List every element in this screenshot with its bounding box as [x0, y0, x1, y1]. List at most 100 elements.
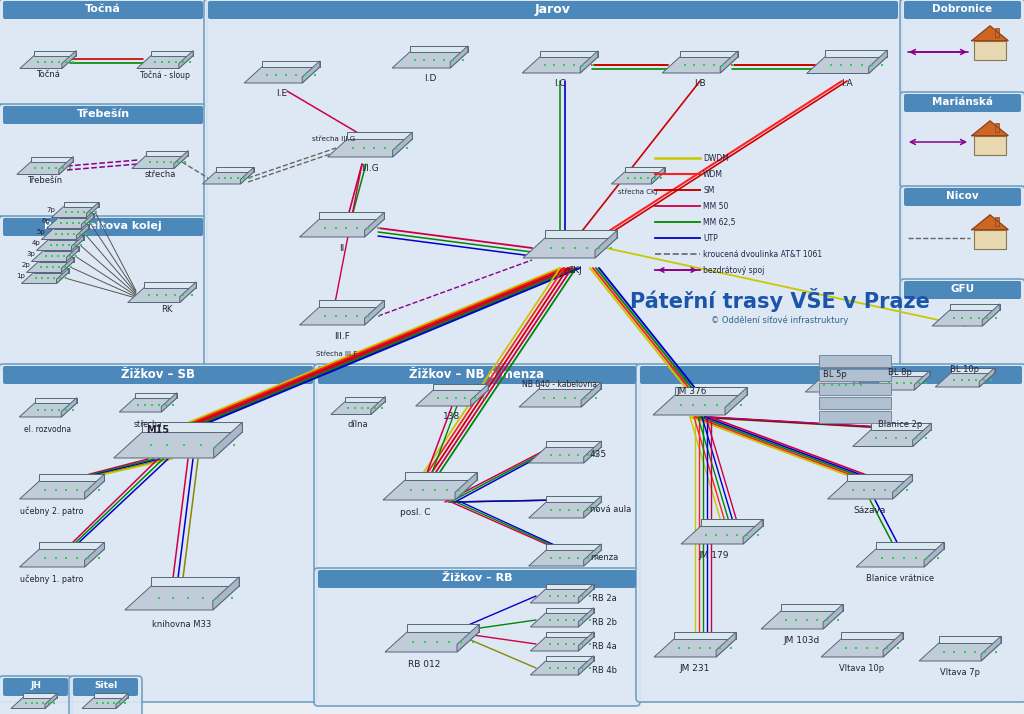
FancyBboxPatch shape	[904, 188, 1021, 206]
Polygon shape	[841, 632, 903, 639]
Polygon shape	[821, 639, 903, 657]
Polygon shape	[932, 310, 999, 326]
Polygon shape	[886, 371, 930, 376]
Text: 7p: 7p	[46, 207, 55, 213]
Polygon shape	[39, 474, 104, 481]
Polygon shape	[179, 51, 194, 69]
Text: střecha: střecha	[134, 420, 163, 429]
Text: SM: SM	[703, 186, 715, 194]
Text: menza: menza	[590, 553, 618, 562]
FancyBboxPatch shape	[636, 364, 1024, 702]
Text: učebny 2. patro: učebny 2. patro	[20, 507, 84, 516]
Polygon shape	[871, 423, 932, 430]
Polygon shape	[300, 219, 384, 237]
Polygon shape	[823, 604, 843, 629]
Polygon shape	[44, 246, 79, 251]
Text: Třebešín: Třebešín	[28, 176, 62, 185]
Polygon shape	[935, 373, 994, 387]
FancyBboxPatch shape	[0, 676, 72, 714]
Text: bezdrátový spoj: bezdrátový spoj	[703, 266, 764, 274]
Text: Rooseveltova kolej: Rooseveltova kolej	[44, 221, 162, 231]
Text: Vltava 10p: Vltava 10p	[840, 664, 885, 673]
Bar	[974, 136, 1006, 155]
FancyBboxPatch shape	[69, 676, 142, 714]
Text: nová aula: nová aula	[590, 505, 631, 514]
Polygon shape	[848, 474, 912, 481]
FancyBboxPatch shape	[0, 104, 207, 217]
Polygon shape	[950, 368, 994, 373]
Polygon shape	[539, 382, 601, 389]
FancyBboxPatch shape	[208, 1, 898, 19]
Text: RB 2a: RB 2a	[592, 594, 616, 603]
FancyBboxPatch shape	[0, 0, 207, 105]
Text: Dobronice: Dobronice	[933, 4, 992, 14]
Text: Vltava 7p: Vltava 7p	[940, 668, 980, 677]
Polygon shape	[63, 202, 98, 206]
Polygon shape	[546, 441, 601, 447]
Text: Točná: Točná	[36, 70, 60, 79]
FancyBboxPatch shape	[73, 678, 138, 696]
Polygon shape	[579, 655, 594, 675]
Polygon shape	[262, 61, 319, 67]
Text: 6p: 6p	[41, 218, 50, 224]
Polygon shape	[720, 51, 738, 73]
FancyBboxPatch shape	[0, 216, 207, 369]
Polygon shape	[82, 213, 93, 228]
Polygon shape	[39, 257, 74, 261]
Text: Žižkov – NB a menza: Žižkov – NB a menza	[410, 368, 545, 381]
Text: učebny 1. patro: učebny 1. patro	[20, 575, 84, 585]
Polygon shape	[19, 481, 104, 499]
Polygon shape	[523, 238, 617, 258]
Text: III.G: III.G	[361, 164, 379, 173]
Polygon shape	[31, 156, 73, 161]
Polygon shape	[540, 51, 598, 57]
Polygon shape	[328, 139, 413, 157]
FancyBboxPatch shape	[3, 1, 203, 19]
Polygon shape	[856, 549, 944, 567]
Polygon shape	[146, 151, 188, 156]
Polygon shape	[319, 300, 384, 307]
Polygon shape	[365, 212, 384, 237]
Text: 138: 138	[443, 412, 461, 421]
Polygon shape	[924, 542, 944, 567]
Polygon shape	[455, 473, 477, 500]
Polygon shape	[611, 172, 665, 184]
Polygon shape	[519, 389, 601, 407]
Text: Blanice 2p: Blanice 2p	[878, 420, 923, 429]
Polygon shape	[674, 632, 736, 639]
Polygon shape	[545, 231, 617, 238]
Text: I.A: I.A	[841, 79, 853, 88]
Text: Jarov: Jarov	[536, 3, 571, 16]
Polygon shape	[781, 604, 843, 611]
Polygon shape	[914, 371, 930, 390]
FancyBboxPatch shape	[3, 106, 203, 124]
Text: Sázava: Sázava	[854, 506, 886, 515]
Text: I.B: I.B	[694, 79, 706, 88]
Bar	[974, 230, 1006, 249]
Polygon shape	[135, 393, 177, 398]
Text: Nicov: Nicov	[946, 191, 979, 201]
Polygon shape	[595, 231, 617, 258]
Text: BL 8p: BL 8p	[888, 368, 912, 377]
Polygon shape	[820, 373, 864, 378]
Polygon shape	[981, 636, 1000, 661]
Polygon shape	[584, 544, 601, 566]
Polygon shape	[11, 698, 57, 708]
Polygon shape	[39, 542, 104, 549]
FancyBboxPatch shape	[204, 0, 902, 367]
Text: el. rozvodna: el. rozvodna	[25, 425, 72, 434]
Polygon shape	[85, 542, 104, 567]
Polygon shape	[144, 282, 197, 288]
Text: NB 040 - kabelovna: NB 040 - kabelovna	[522, 380, 597, 389]
Text: UTP: UTP	[703, 233, 718, 243]
Polygon shape	[319, 212, 384, 219]
Polygon shape	[24, 693, 57, 698]
FancyBboxPatch shape	[640, 366, 1022, 384]
Polygon shape	[32, 251, 79, 261]
Polygon shape	[152, 577, 240, 586]
Polygon shape	[416, 390, 488, 406]
Polygon shape	[546, 583, 594, 589]
Polygon shape	[61, 51, 76, 69]
Polygon shape	[716, 632, 736, 657]
Polygon shape	[725, 388, 746, 415]
